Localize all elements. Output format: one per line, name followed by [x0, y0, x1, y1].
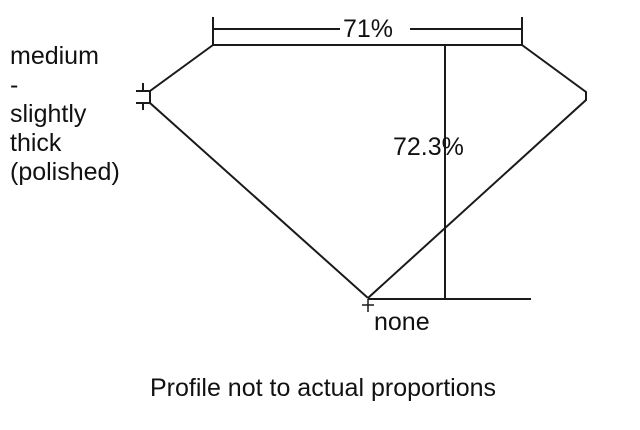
girdle-label-line: slightly — [10, 100, 87, 128]
crown-left — [149, 44, 369, 299]
caption: Profile not to actual proportions — [150, 374, 497, 402]
girdle-label: medium - slightly thick (polished) — [10, 42, 120, 187]
crown-right — [367, 44, 587, 299]
girdle-label-line: (polished) — [10, 158, 120, 186]
girdle-label-line: medium — [10, 42, 99, 70]
table-percent-label: 71% — [343, 15, 394, 43]
culet-label: none — [374, 308, 430, 336]
depth-percent-label: 72.3% — [393, 133, 464, 161]
girdle-label-line: thick — [10, 129, 62, 157]
girdle-label-line: - — [10, 71, 19, 99]
